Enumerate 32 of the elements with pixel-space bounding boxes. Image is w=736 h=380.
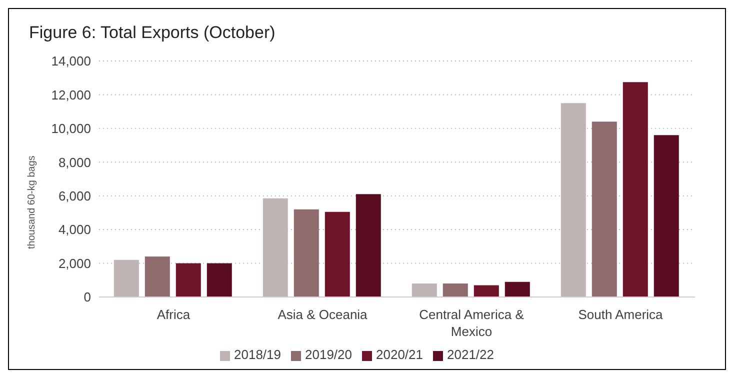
bar: [262, 198, 288, 297]
x-tick-label: South America: [578, 307, 664, 322]
bar: [176, 263, 201, 297]
bar: [144, 256, 170, 297]
y-tick-label: 0: [84, 290, 91, 305]
y-tick-label: 2,000: [58, 256, 91, 271]
legend-label: 2018/19: [234, 347, 281, 362]
bar: [324, 212, 350, 297]
y-tick-label: 14,000: [51, 54, 91, 69]
bar: [622, 82, 648, 297]
y-axis-title: thousand 60-kg bags: [26, 156, 38, 249]
bar: [356, 194, 381, 297]
y-tick-label: 6,000: [58, 188, 91, 204]
bar: [442, 284, 468, 297]
bar: [474, 285, 499, 297]
y-tick-label: 8,000: [58, 154, 91, 170]
bar: [294, 209, 319, 297]
bar: [412, 284, 437, 297]
y-tick-label: 4,000: [58, 222, 91, 238]
chart-title: Figure 6: Total Exports (October): [29, 23, 276, 43]
x-tick-label: Central America & Mexico: [419, 307, 524, 339]
legend-label: 2021/22: [447, 347, 494, 362]
legend-label: 2020/21: [376, 347, 423, 362]
bar: [206, 263, 232, 297]
y-tick-label: 12,000: [51, 87, 91, 102]
y-tick-label: 10,000: [51, 121, 91, 136]
x-tick-label: Africa: [156, 307, 191, 322]
bar: [654, 135, 679, 297]
x-tick-label: Asia & Oceania: [278, 307, 368, 322]
bar: [592, 122, 617, 297]
bar: [504, 282, 530, 297]
legend-label: 2019/20: [305, 347, 352, 362]
